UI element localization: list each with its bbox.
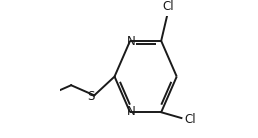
Text: N: N [126,105,135,118]
Text: N: N [126,35,135,48]
Text: Cl: Cl [184,113,196,126]
Text: S: S [87,90,94,103]
Text: Cl: Cl [163,0,174,13]
